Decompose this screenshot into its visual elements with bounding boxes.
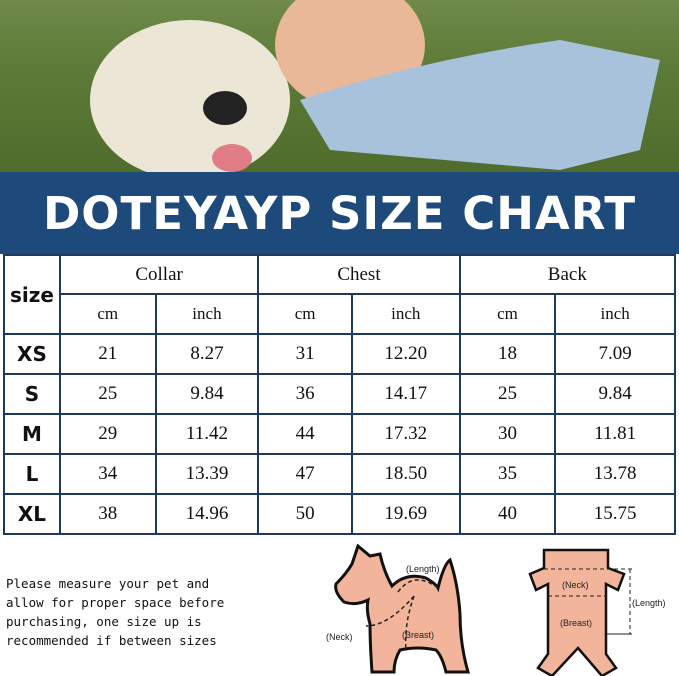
value-cell: 21 [58,333,157,375]
value-cell: 47 [257,453,353,495]
group-header-chest: Chest [257,254,461,295]
neck-label: (Neck) [562,580,589,590]
breast-line [404,595,415,651]
table-row: L 34 13.39 47 18.50 35 13.78 [3,453,676,495]
neck-label: (Neck) [326,632,353,642]
value-cell: 35 [458,453,557,495]
value-cell: 7.09 [554,333,676,375]
value-cell: 13.78 [554,453,676,495]
size-chart-table: size Collar Chest Back cm inch cm inch c… [3,254,677,535]
value-cell: 14.17 [350,373,461,415]
value-cell: 25 [458,373,557,415]
size-cell: S [3,373,61,415]
value-cell: 31 [257,333,353,375]
unit-header: cm [458,293,557,335]
dog-head [90,20,290,174]
breast-label: (Breast) [560,618,592,628]
value-cell: 13.39 [154,453,260,495]
value-cell: 11.42 [154,413,260,455]
length-label: (Length) [406,564,440,574]
length-line [397,579,439,593]
breast-label: (Breast) [402,630,434,640]
unit-header: inch [154,293,260,335]
value-cell: 14.96 [154,493,260,535]
value-cell: 38 [58,493,157,535]
table-row: XS 21 8.27 31 12.20 18 7.09 [3,333,676,375]
value-cell: 44 [257,413,353,455]
group-header-collar: Collar [58,254,260,295]
value-cell: 17.32 [350,413,461,455]
value-cell: 8.27 [154,333,260,375]
value-cell: 18 [458,333,557,375]
value-cell: 19.69 [350,493,461,535]
size-cell: M [3,413,61,455]
boy-shirt [300,40,660,170]
size-cell: L [3,453,61,495]
note-line: recommended if between sizes [6,633,217,648]
value-cell: 29 [58,413,157,455]
value-cell: 50 [257,493,353,535]
value-cell: 30 [458,413,557,455]
value-cell: 11.81 [554,413,676,455]
dog-top-diagram: (Neck) (Breast) (Length) [528,548,666,676]
value-cell: 12.20 [350,333,461,375]
value-cell: 25 [58,373,157,415]
value-cell: 36 [257,373,353,415]
unit-header: inch [350,293,461,335]
size-header: size [3,254,61,335]
table-row: S 25 9.84 36 14.17 25 9.84 [3,373,676,415]
value-cell: 18.50 [350,453,461,495]
value-cell: 9.84 [554,373,676,415]
table-row: M 29 11.42 44 17.32 30 11.81 [3,413,676,455]
note-line: allow for proper space before [6,595,225,610]
group-header-back: Back [458,254,677,295]
unit-header: inch [554,293,676,335]
photo-illustration [90,0,660,174]
unit-header: cm [257,293,353,335]
value-cell: 40 [458,493,557,535]
title-banner: DOTEYAYP SIZE CHART [0,172,679,254]
chart-title: DOTEYAYP SIZE CHART [42,186,637,240]
unit-header: cm [58,293,157,335]
measurement-note: Please measure your pet and allow for pr… [6,574,224,650]
note-line: purchasing, one size up is [6,614,202,629]
note-line: Please measure your pet and [6,576,210,591]
header-photo-dog-and-boy [0,0,679,174]
dog-tongue [212,144,252,172]
dog-top-silhouette [528,548,626,676]
value-cell: 9.84 [154,373,260,415]
dog-side-diagram: (Length) (Neck) (Breast) [326,544,470,674]
value-cell: 34 [58,453,157,495]
length-label: (Length) [632,598,666,608]
value-cell: 15.75 [554,493,676,535]
size-cell: XL [3,493,61,535]
size-cell: XS [3,333,61,375]
dog-nose [203,91,247,125]
table-row: XL 38 14.96 50 19.69 40 15.75 [3,493,676,535]
